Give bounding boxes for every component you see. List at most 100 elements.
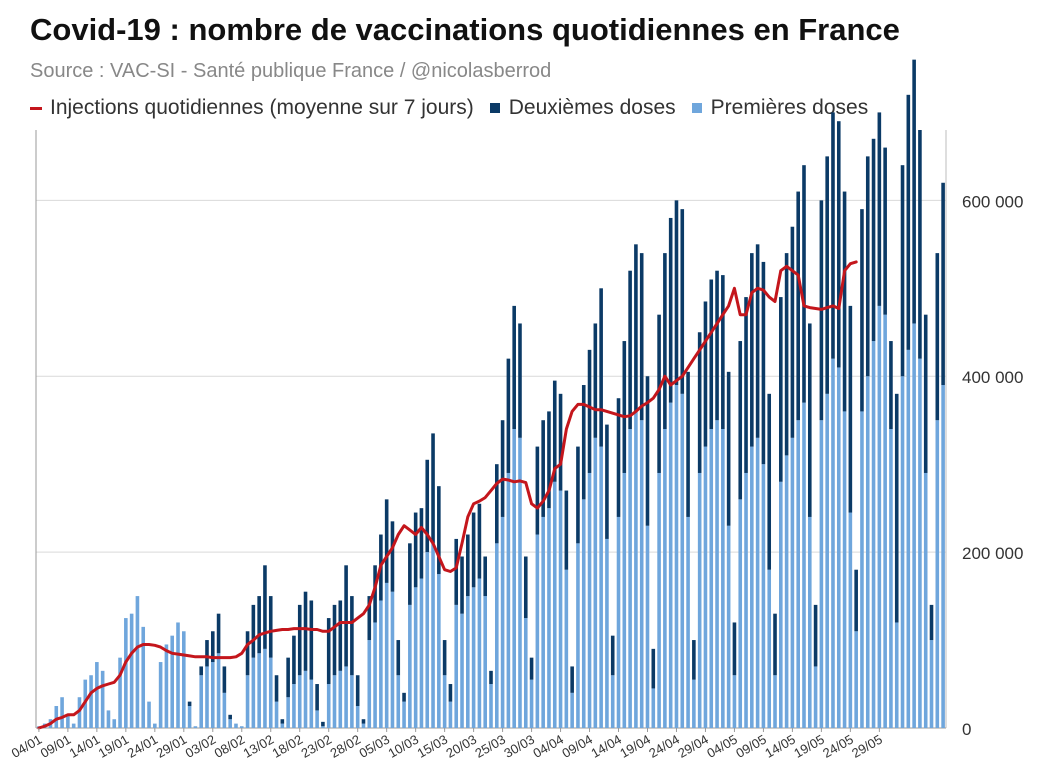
bar-first-dose bbox=[448, 701, 453, 728]
bar-second-dose bbox=[935, 253, 940, 421]
bar-second-dose bbox=[361, 719, 366, 724]
bar-first-dose bbox=[564, 569, 569, 728]
bar-first-dose bbox=[344, 666, 348, 728]
bar-first-dose bbox=[836, 367, 841, 728]
bar-first-dose bbox=[576, 543, 580, 728]
legend-first-swatch bbox=[691, 103, 702, 113]
bar-second-dose bbox=[245, 631, 250, 676]
bar-second-dose bbox=[923, 314, 928, 473]
bar-first-dose bbox=[361, 723, 366, 728]
bar-first-dose bbox=[274, 701, 279, 728]
bar-second-dose bbox=[738, 341, 743, 500]
bar-first-dose bbox=[129, 613, 134, 728]
bar-first-dose bbox=[199, 675, 203, 728]
bar-second-dose bbox=[755, 244, 760, 438]
bar-second-dose bbox=[216, 613, 221, 654]
bar-first-dose bbox=[170, 635, 175, 728]
bar-first-dose bbox=[512, 429, 516, 728]
bar-second-dose bbox=[483, 556, 488, 597]
bar-first-dose bbox=[431, 543, 435, 728]
bar-second-dose bbox=[210, 631, 215, 663]
bar-first-dose bbox=[894, 622, 899, 728]
bar-second-dose bbox=[732, 622, 737, 676]
legend-item-second-doses: Deuxièmes doses bbox=[489, 96, 676, 120]
bar-first-dose bbox=[784, 455, 789, 728]
bar-second-dose bbox=[425, 459, 430, 553]
bar-second-dose bbox=[674, 200, 679, 386]
bar-first-dose bbox=[779, 481, 783, 728]
bar-second-dose bbox=[396, 640, 401, 676]
bar-second-dose bbox=[552, 380, 557, 482]
bar-second-dose bbox=[460, 556, 464, 614]
bar-second-dose bbox=[274, 675, 279, 702]
bar-first-dose bbox=[326, 684, 331, 728]
bar-first-dose bbox=[413, 587, 418, 728]
bar-second-dose bbox=[657, 314, 661, 473]
bar-first-dose bbox=[790, 437, 795, 728]
bar-second-dose bbox=[332, 604, 337, 676]
bar-first-dose bbox=[860, 411, 864, 728]
bar-second-dose bbox=[570, 666, 574, 693]
bar-first-dose bbox=[663, 429, 667, 728]
bar-first-dose bbox=[384, 582, 389, 728]
bar-first-dose bbox=[738, 499, 743, 728]
bar-second-dose bbox=[918, 130, 922, 359]
bar-first-dose bbox=[297, 675, 302, 728]
bar-first-dose bbox=[761, 464, 766, 728]
bar-second-dose bbox=[454, 538, 459, 605]
bar-second-dose bbox=[779, 297, 783, 482]
bar-first-dose bbox=[558, 490, 563, 728]
legend-item-first-doses: Premières doses bbox=[691, 96, 868, 120]
bar-first-dose bbox=[599, 446, 603, 728]
bar-first-dose bbox=[239, 726, 244, 728]
bar-second-dose bbox=[813, 604, 818, 667]
legend-line-label: Injections quotidiennes (moyenne sur 7 j… bbox=[50, 96, 474, 119]
bar-first-dose bbox=[60, 697, 64, 728]
bar-second-dose bbox=[593, 323, 598, 438]
bar-first-dose bbox=[634, 411, 638, 728]
bar-first-dose bbox=[494, 543, 499, 728]
bar-second-dose bbox=[709, 279, 714, 429]
bar-first-dose bbox=[668, 402, 673, 728]
bar-first-dose bbox=[929, 640, 934, 728]
bar-second-dose bbox=[686, 371, 690, 517]
bar-first-dose bbox=[118, 657, 122, 728]
bar-second-dose bbox=[448, 684, 453, 702]
bar-second-dose bbox=[326, 618, 331, 685]
bar-first-dose bbox=[193, 726, 198, 728]
bar-first-dose bbox=[315, 710, 319, 728]
bar-second-dose bbox=[581, 385, 586, 500]
bar-second-dose bbox=[228, 714, 232, 720]
bar-first-dose bbox=[135, 596, 140, 728]
legend-second-label: Deuxièmes doses bbox=[508, 96, 676, 119]
bar-first-dose bbox=[802, 402, 806, 728]
bar-first-dose bbox=[280, 723, 285, 728]
bar-second-dose bbox=[477, 503, 482, 579]
bar-second-dose bbox=[413, 512, 418, 588]
bar-second-dose bbox=[802, 165, 806, 403]
bar-first-dose bbox=[726, 525, 731, 728]
bar-second-dose bbox=[761, 261, 766, 465]
bar-second-dose bbox=[645, 376, 650, 526]
bar-first-dose bbox=[396, 675, 401, 728]
y-tick-label: 200 000 bbox=[962, 544, 1023, 563]
bar-second-dose bbox=[750, 253, 754, 447]
bar-second-dose bbox=[831, 112, 835, 359]
bar-first-dose bbox=[628, 429, 632, 728]
bar-second-dose bbox=[726, 371, 731, 526]
bar-first-dose bbox=[124, 618, 128, 728]
bar-first-dose bbox=[77, 697, 82, 728]
bar-second-dose bbox=[292, 635, 296, 685]
bar-second-dose bbox=[263, 565, 267, 649]
bar-second-dose bbox=[941, 182, 945, 386]
bar-first-dose bbox=[877, 305, 882, 728]
bar-first-dose bbox=[483, 596, 488, 728]
bar-second-dose bbox=[390, 521, 395, 592]
bar-second-dose bbox=[408, 543, 412, 605]
bar-first-dose bbox=[605, 538, 609, 728]
bar-first-dose bbox=[379, 600, 383, 728]
bar-second-dose bbox=[697, 332, 702, 473]
bar-second-dose bbox=[807, 323, 812, 517]
bar-first-dose bbox=[883, 314, 887, 728]
